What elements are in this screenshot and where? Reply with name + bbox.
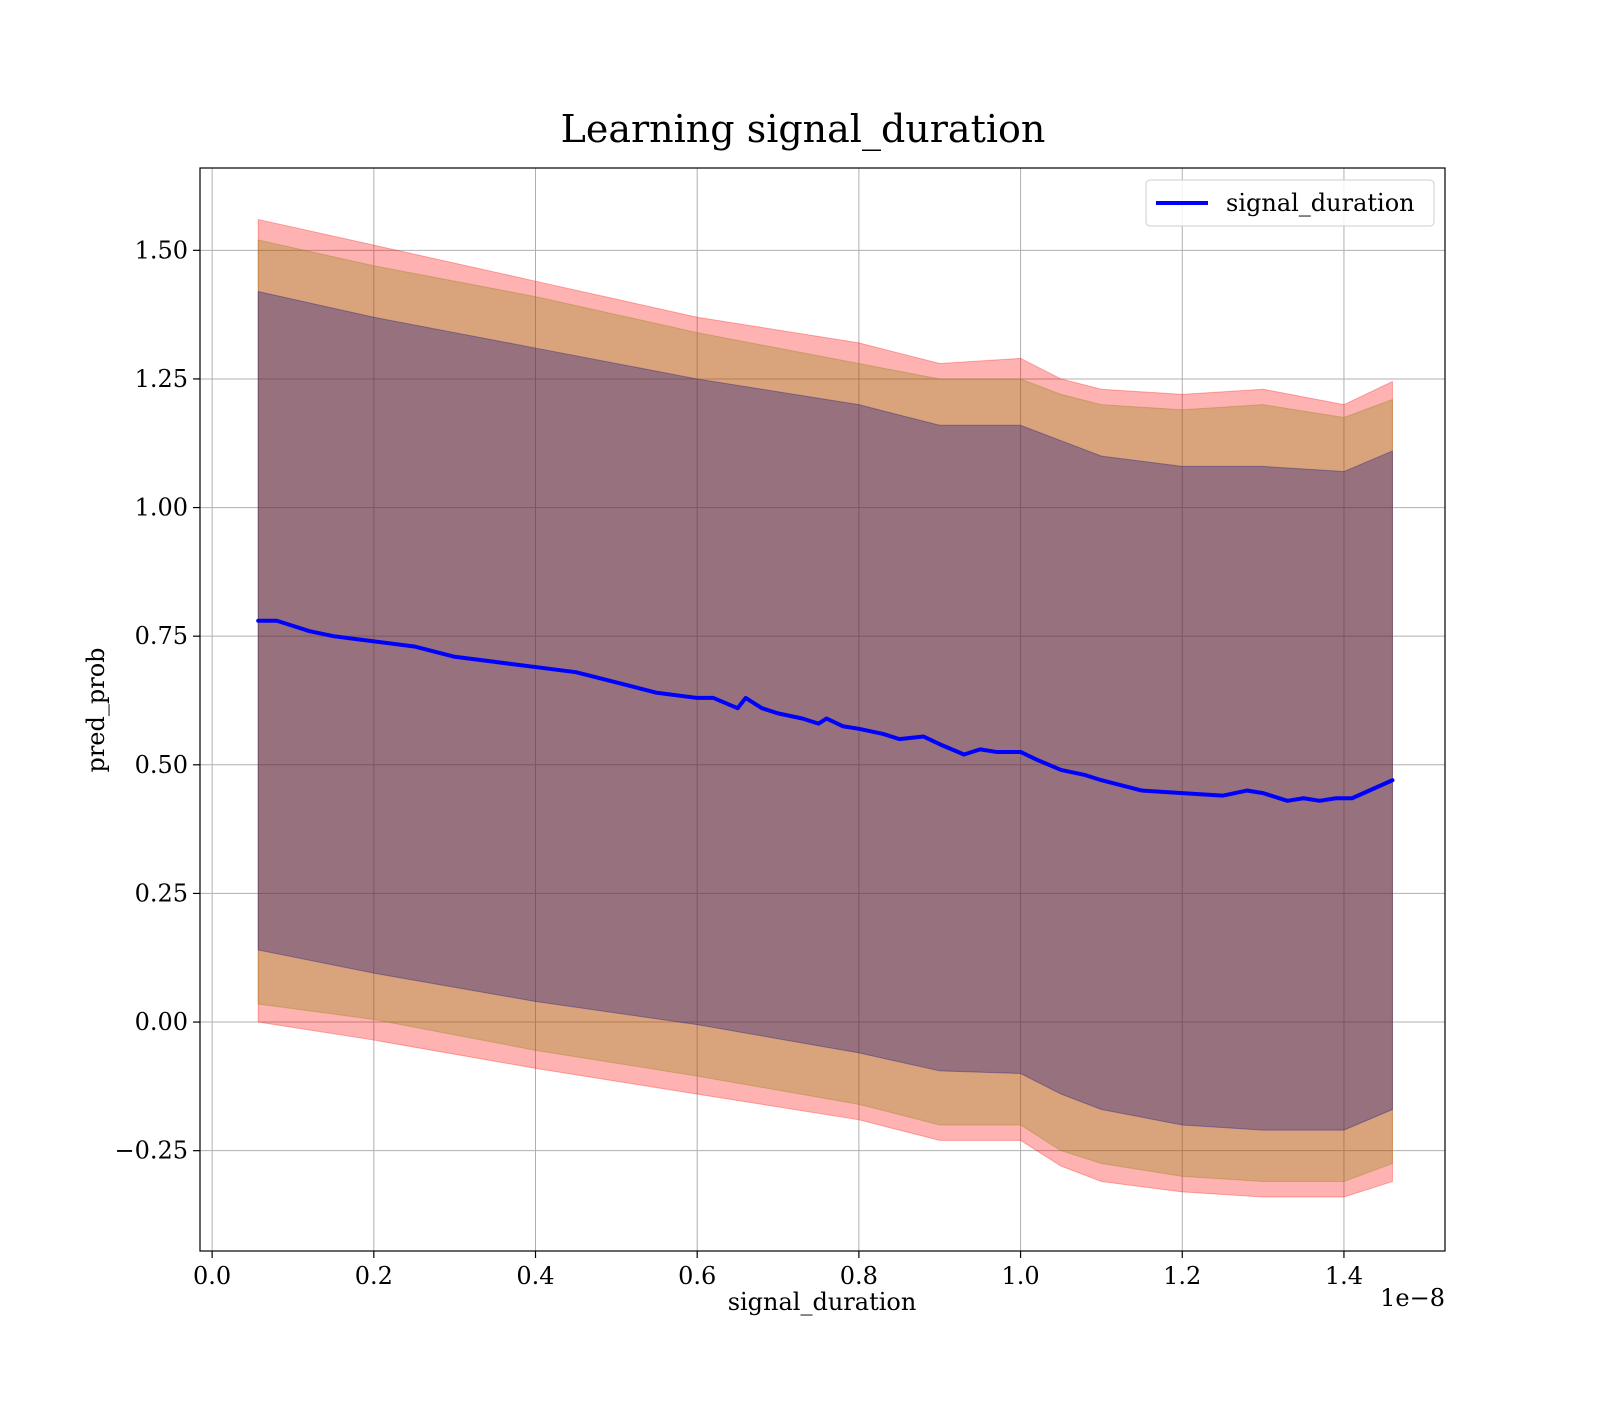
legend: signal_duration	[1145, 179, 1435, 227]
confidence-band	[257, 239, 1393, 1183]
y-tick-label: 0.00	[135, 1008, 188, 1036]
y-tick-label: −0.25	[114, 1137, 188, 1165]
confidence-band	[257, 290, 1393, 1131]
y-tick-label: 1.50	[135, 236, 188, 264]
legend-box	[1145, 179, 1435, 227]
x-tick-label: 0.6	[678, 1262, 716, 1290]
y-tick-label: 0.25	[135, 879, 188, 907]
x-tick-label: 0.2	[355, 1262, 393, 1290]
legend-label: signal_duration	[1226, 189, 1415, 217]
plot-frame	[199, 167, 1446, 1252]
y-tick-label: 1.25	[135, 365, 188, 393]
chart-title: Learning signal_duration	[561, 107, 1046, 152]
x-tick-label: 0.0	[193, 1262, 231, 1290]
x-tick-label: 0.4	[516, 1262, 554, 1290]
y-axis-label: pred_prob	[82, 647, 110, 772]
y-tick-label: 0.50	[135, 751, 188, 779]
y-tick-label: 1.00	[135, 494, 188, 522]
x-tick-label: 0.8	[840, 1262, 878, 1290]
x-tick-label: 1.2	[1163, 1262, 1201, 1290]
x-axis-label: signal_duration	[728, 1288, 917, 1316]
axis-ticks: 0.0 0.2 0.4 0.6 0.8 1.0 1.2 1.4 −0.25 0.00 0.25 0.5…	[114, 236, 1363, 1290]
confidence-bands	[257, 218, 1393, 1198]
confidence-band	[257, 218, 1393, 1198]
x-axis-offset-label: 1e−8	[1380, 1284, 1445, 1312]
x-tick-label: 1.0	[1001, 1262, 1039, 1290]
y-tick-label: 0.75	[135, 622, 188, 650]
x-tick-label: 1.4	[1325, 1262, 1363, 1290]
series-lines	[256, 618, 1395, 803]
series-line	[256, 618, 1395, 803]
grid	[200, 168, 1445, 1251]
